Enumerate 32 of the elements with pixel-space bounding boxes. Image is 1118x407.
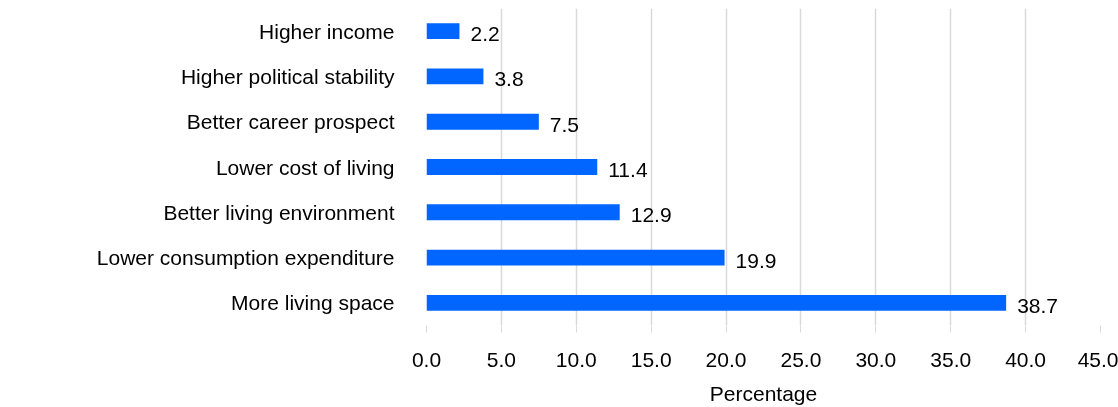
x-tick-label: 45.0 — [1077, 347, 1118, 371]
x-tick-label: 20.0 — [705, 347, 747, 371]
data-label: 11.4 — [608, 158, 648, 181]
x-tick-label: 5.0 — [486, 347, 516, 371]
x-tick-label: 40.0 — [1005, 347, 1047, 371]
y-tick-label: More living space — [231, 291, 395, 315]
bar — [426, 68, 484, 85]
x-tick-label: 10.0 — [555, 347, 597, 371]
bar — [426, 294, 1007, 311]
y-tick-label: Lower cost of living — [215, 155, 395, 179]
data-label: 19.9 — [735, 248, 777, 272]
bar — [426, 113, 539, 130]
y-tick-label: Lower consumption expenditure — [96, 246, 395, 270]
data-label: 38.7 — [1017, 293, 1059, 317]
x-axis-title: Percentage — [709, 381, 818, 405]
x-tick-label: 30.0 — [855, 347, 897, 371]
x-tick-label: 25.0 — [780, 347, 822, 371]
bar — [426, 23, 460, 40]
y-tick-label: Better career prospect — [186, 110, 395, 134]
bar — [426, 249, 725, 266]
y-tick-label: Better living environment — [163, 200, 395, 224]
data-label: 2.2 — [470, 22, 500, 46]
x-tick-label: 0.0 — [411, 347, 442, 371]
x-tick-label: 35.0 — [930, 347, 972, 371]
data-label: 7.5 — [549, 112, 580, 136]
bar — [426, 204, 620, 221]
bar — [426, 159, 598, 175]
y-tick-label: Higher political stability — [180, 64, 395, 88]
data-label: 3.8 — [494, 67, 524, 91]
x-tick-label: 15.0 — [630, 347, 672, 371]
y-tick-label: Higher income — [259, 19, 395, 43]
data-label: 12.9 — [630, 203, 672, 227]
